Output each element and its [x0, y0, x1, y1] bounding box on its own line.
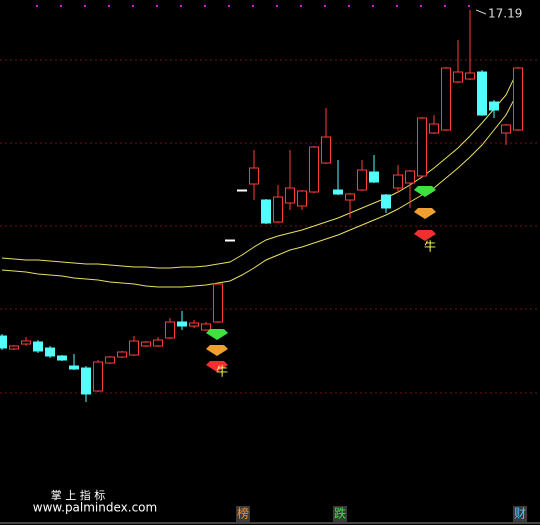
tab[interactable]: 财: [514, 507, 526, 521]
candle-body: [69, 365, 79, 370]
candle-body: [117, 351, 127, 358]
candle-body: [381, 194, 391, 209]
candle-body: [501, 124, 511, 134]
candle-body: [321, 136, 331, 164]
candle-body: [393, 174, 403, 189]
candle-body: [249, 167, 259, 185]
candle-body: [273, 196, 283, 223]
candle-body: [417, 117, 427, 177]
candle-body: [81, 367, 91, 395]
ma-line: [1, 91, 519, 288]
candle-body: [309, 146, 319, 193]
candle-body: [189, 322, 199, 327]
signal-label: 牛: [424, 239, 436, 254]
footer-title: 掌 上 指 标: [51, 488, 106, 502]
candle-body: [177, 321, 187, 327]
candle-body: [285, 187, 295, 204]
diamond: [206, 361, 228, 372]
footer-url: www.palmindex.com: [33, 501, 157, 515]
diamond: [206, 329, 228, 340]
diamond: [414, 186, 436, 197]
diamond: [414, 208, 436, 219]
candle-body: [513, 67, 523, 131]
candle-body: [489, 101, 499, 111]
candle-body: [129, 340, 139, 356]
candle-body: [21, 340, 31, 345]
candle-body: [201, 323, 211, 331]
candle-body: [369, 171, 379, 183]
candle-body: [213, 283, 223, 323]
candle-body: [225, 239, 235, 242]
tab[interactable]: 榜: [237, 506, 249, 521]
diamond: [206, 345, 228, 356]
candle-body: [105, 356, 115, 364]
candle-body: [33, 341, 43, 352]
candle-body: [261, 199, 271, 224]
candle-body: [345, 193, 355, 201]
candle-body: [165, 321, 175, 339]
candle-body: [357, 169, 367, 191]
candle-body: [297, 190, 307, 207]
candle-body: [465, 72, 475, 80]
max-pointer: [475, 9, 487, 15]
dividers: [0, 59, 540, 394]
candle-body: [237, 189, 247, 192]
candle-body: [153, 339, 163, 347]
max-label: 17.19: [488, 7, 522, 21]
candle-body: [333, 189, 343, 195]
candle-body: [477, 71, 487, 116]
candle-body: [453, 71, 463, 83]
candle-body: [93, 361, 103, 392]
candle-body: [0, 335, 7, 349]
tab-box[interactable]: [236, 506, 250, 522]
tab-box[interactable]: [513, 506, 527, 522]
tab[interactable]: 跌: [334, 506, 346, 521]
candle-body: [441, 67, 451, 131]
candle-body: [141, 341, 151, 347]
tab-box[interactable]: [333, 506, 347, 522]
candle-body: [45, 347, 55, 357]
candle-body: [9, 345, 19, 350]
signal-icons: [206, 186, 436, 372]
candle-body: [405, 170, 415, 184]
ma-line: [1, 69, 519, 269]
candle-body: [57, 355, 67, 361]
signal-label: 牛: [216, 364, 228, 379]
diamond: [414, 230, 436, 241]
candle-body: [429, 123, 439, 134]
